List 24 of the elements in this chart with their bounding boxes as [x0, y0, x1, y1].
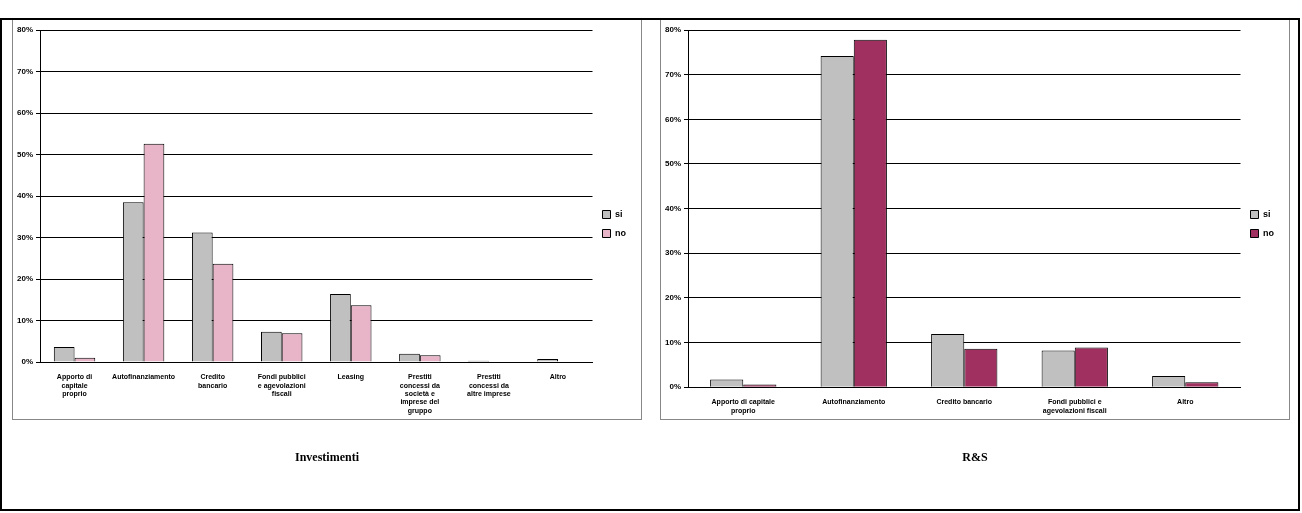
legend-label: no	[1263, 227, 1275, 238]
y-tick-label: 40%	[665, 203, 682, 213]
y-tick-label: 0%	[669, 382, 682, 392]
legend-label: si	[1263, 208, 1271, 219]
text: Investimenti	[294, 450, 360, 465]
y-tick-label: 60%	[665, 114, 682, 124]
y-tick-label: 30%	[17, 232, 34, 242]
y-tick-label: 50%	[665, 159, 682, 169]
y-tick-label: 10%	[665, 337, 682, 347]
y-tick-label: 70%	[665, 69, 682, 79]
y-tick-label: 50%	[17, 149, 34, 159]
y-tick-label: 30%	[665, 248, 682, 258]
y-tick-label: 80%	[17, 25, 34, 35]
legend-label: no	[615, 227, 627, 238]
y-tick-label: 40%	[17, 191, 34, 201]
legend-label: si	[615, 208, 623, 219]
y-tick-label: 20%	[17, 274, 34, 284]
y-tick-label: 0%	[21, 357, 34, 367]
y-tick-label: 60%	[17, 108, 34, 118]
y-tick-label: 20%	[665, 293, 682, 303]
y-tick-label: 80%	[665, 25, 682, 35]
text: R&S	[961, 450, 989, 465]
y-tick-label: 70%	[17, 66, 34, 76]
y-tick-label: 10%	[17, 315, 34, 325]
